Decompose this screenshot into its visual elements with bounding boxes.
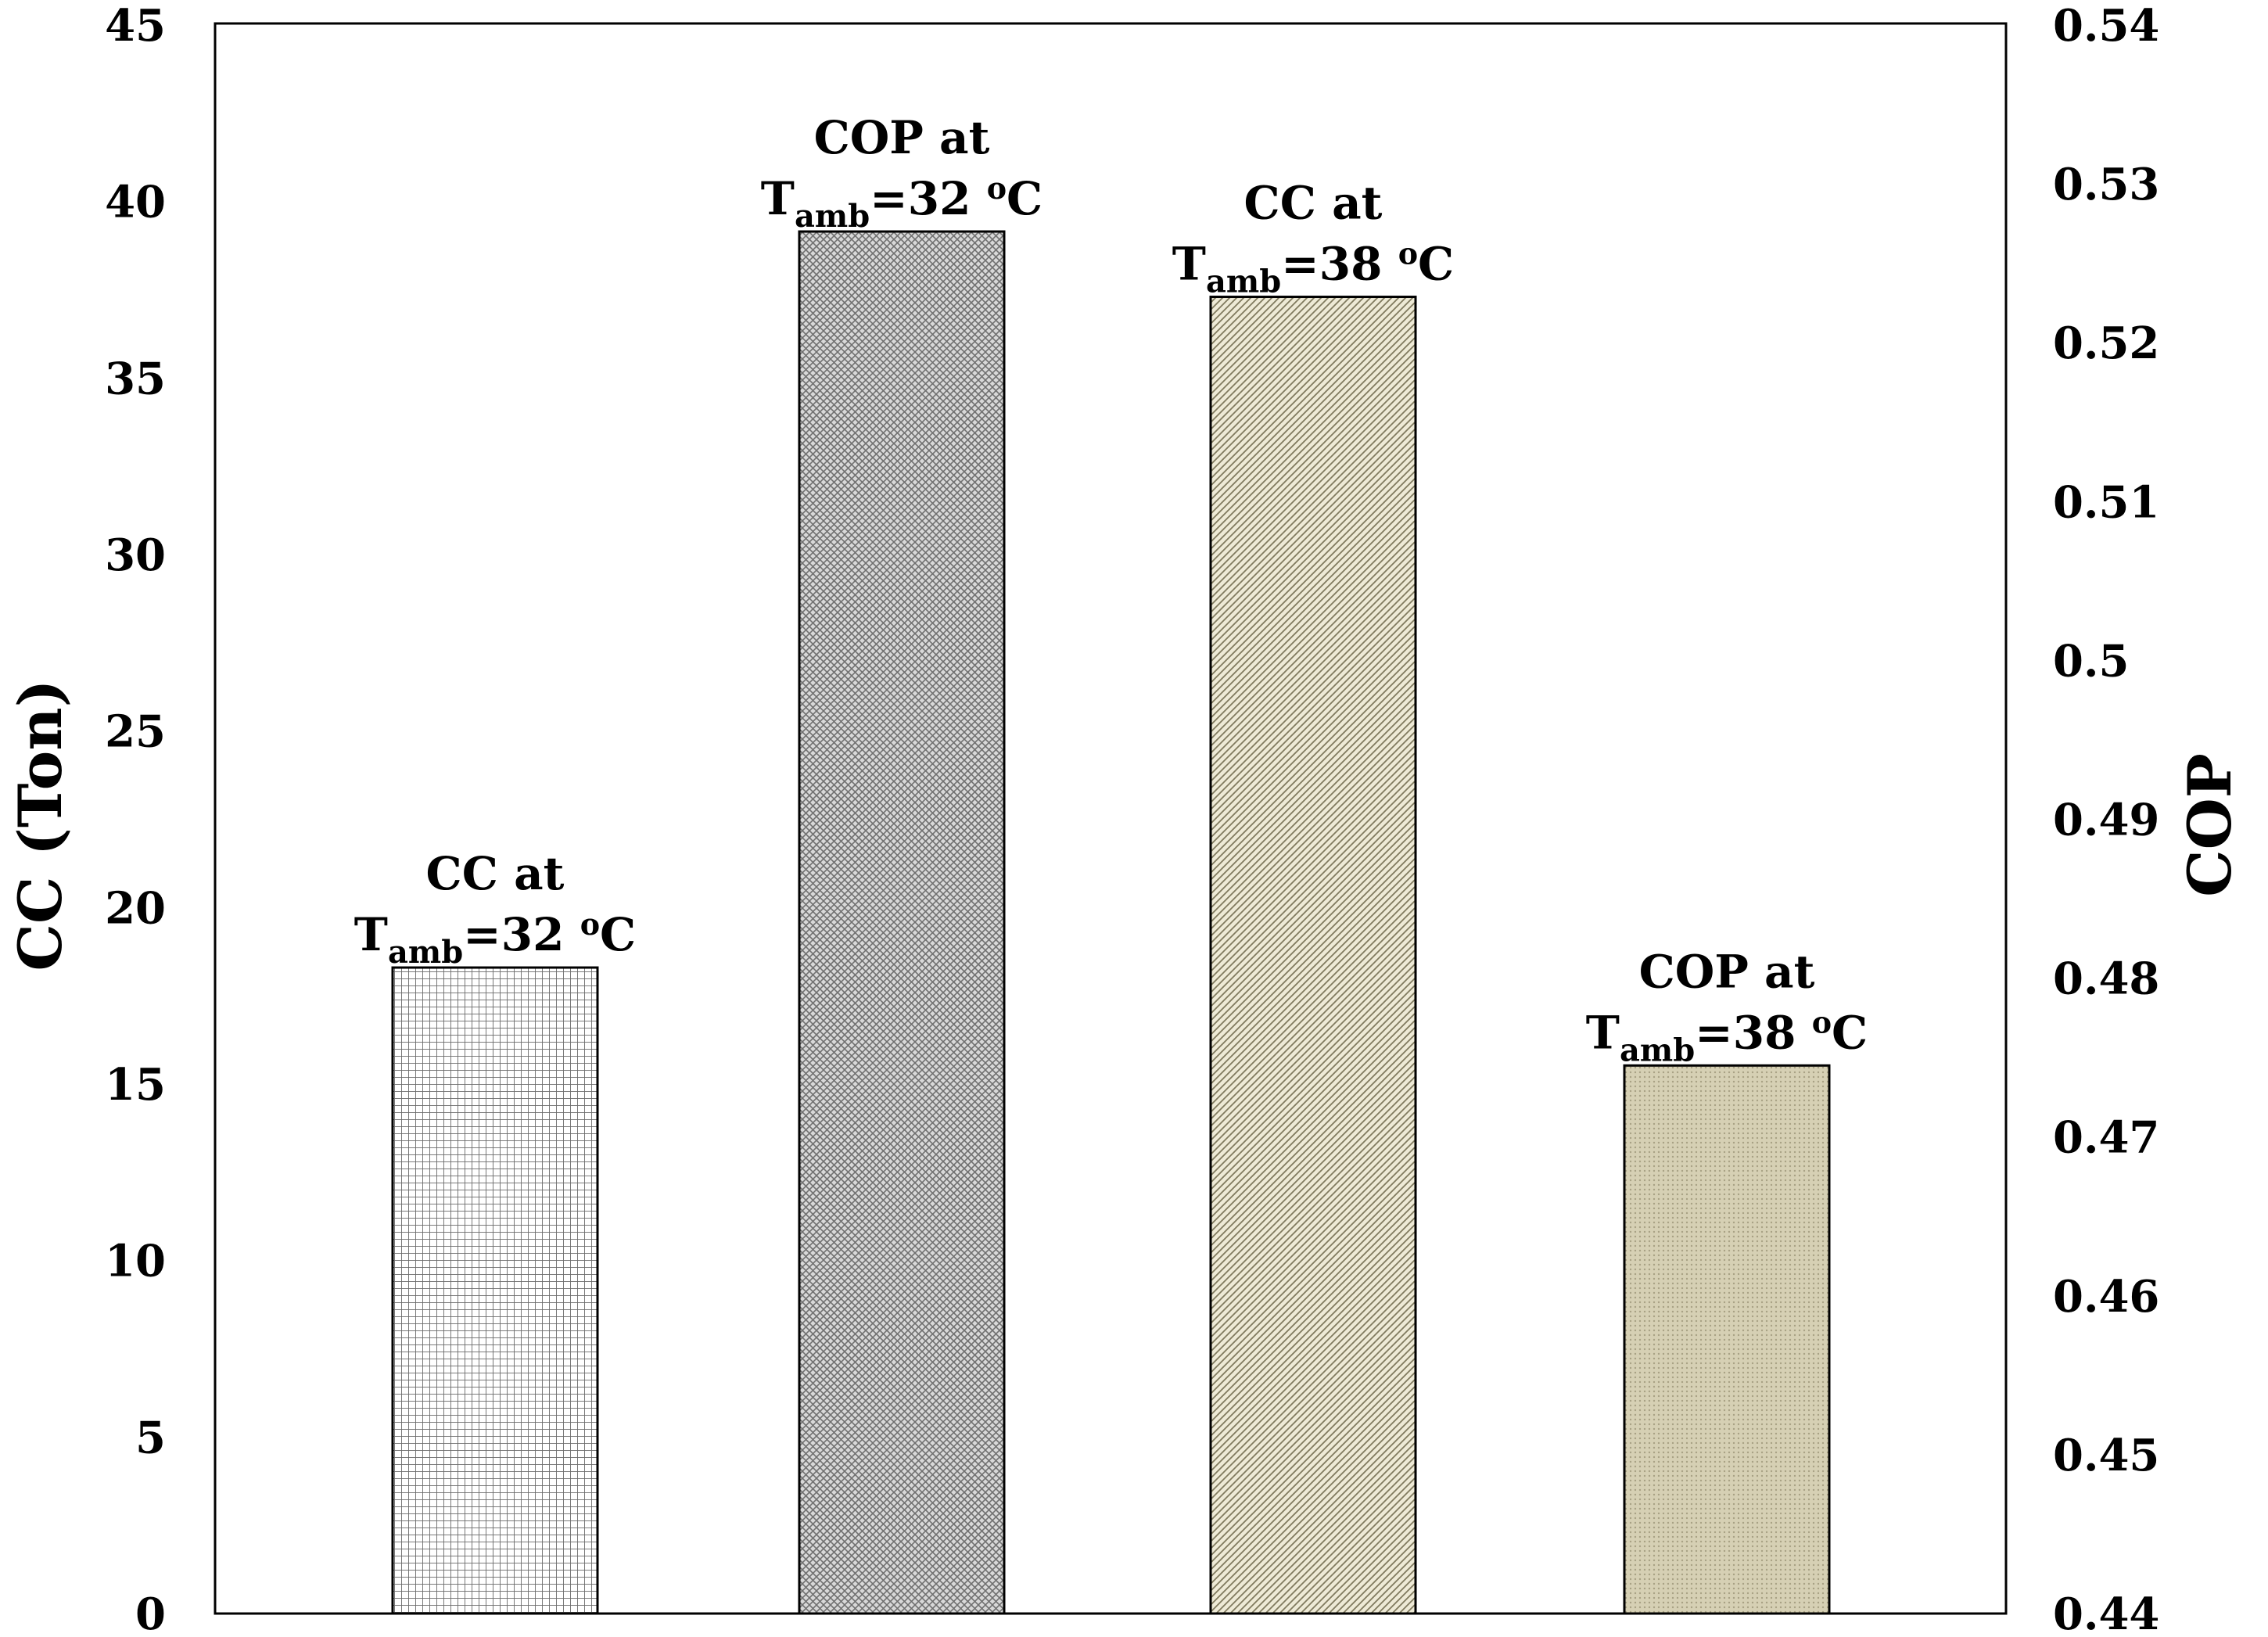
left-tick-label: 45 — [105, 0, 166, 52]
right-tick-label: 0.45 — [2053, 1430, 2159, 1481]
right-tick-label: 0.47 — [2053, 1112, 2159, 1164]
left-axis-ticks: 0 5 10 15 20 25 30 35 40 45 — [105, 0, 166, 1637]
right-tick-label: 0.46 — [2053, 1271, 2159, 1323]
bar-labels: CC at Tamb=32 oC COP at Tamb=32 oC CC at Tamb… — [354, 111, 1868, 1068]
right-tick-label: 0.44 — [2053, 1589, 2159, 1637]
right-tick-label: 0.53 — [2053, 159, 2159, 210]
plot-frame — [214, 22, 2008, 1615]
bar — [391, 966, 599, 1615]
bar-label-line2: Tamb=32 oC — [354, 906, 636, 971]
bar — [798, 230, 1006, 1615]
left-tick-label: 35 — [105, 353, 166, 404]
bars — [391, 230, 1831, 1615]
left-axis-title: CC (Ton) — [5, 679, 75, 971]
left-tick-label: 25 — [105, 706, 166, 758]
bar-label-line1: CC at — [426, 847, 565, 900]
bar — [1209, 296, 1417, 1615]
right-tick-label: 0.52 — [2053, 318, 2159, 369]
left-tick-label: 5 — [135, 1412, 166, 1463]
right-tick-label: 0.54 — [2053, 0, 2159, 52]
bar-label-line2: Tamb=38 oC — [1586, 1004, 1868, 1068]
right-axis-ticks: 0.44 0.45 0.46 0.47 0.48 0.49 0.5 0.51 0.52 0.53 0… — [2053, 0, 2159, 1637]
bar-label-line1: COP at — [1639, 945, 1815, 998]
left-tick-label: 10 — [105, 1236, 166, 1287]
bar — [1623, 1064, 1831, 1615]
left-tick-label: 30 — [105, 530, 166, 581]
right-tick-label: 0.5 — [2053, 635, 2129, 687]
right-tick-label: 0.49 — [2053, 795, 2159, 846]
left-tick-label: 0 — [135, 1589, 166, 1637]
left-tick-label: 40 — [105, 177, 166, 228]
right-tick-label: 0.51 — [2053, 476, 2159, 528]
right-axis-title: COP — [2175, 753, 2245, 897]
bar-label-line1: COP at — [814, 111, 990, 164]
left-tick-label: 15 — [105, 1059, 166, 1111]
bar-label-line1: CC at — [1244, 177, 1383, 230]
bar-label-line2: Tamb=32 oC — [761, 171, 1042, 235]
bar-label-line2: Tamb=38 oC — [1172, 236, 1454, 300]
right-tick-label: 0.48 — [2053, 953, 2159, 1005]
left-tick-label: 20 — [105, 882, 166, 934]
